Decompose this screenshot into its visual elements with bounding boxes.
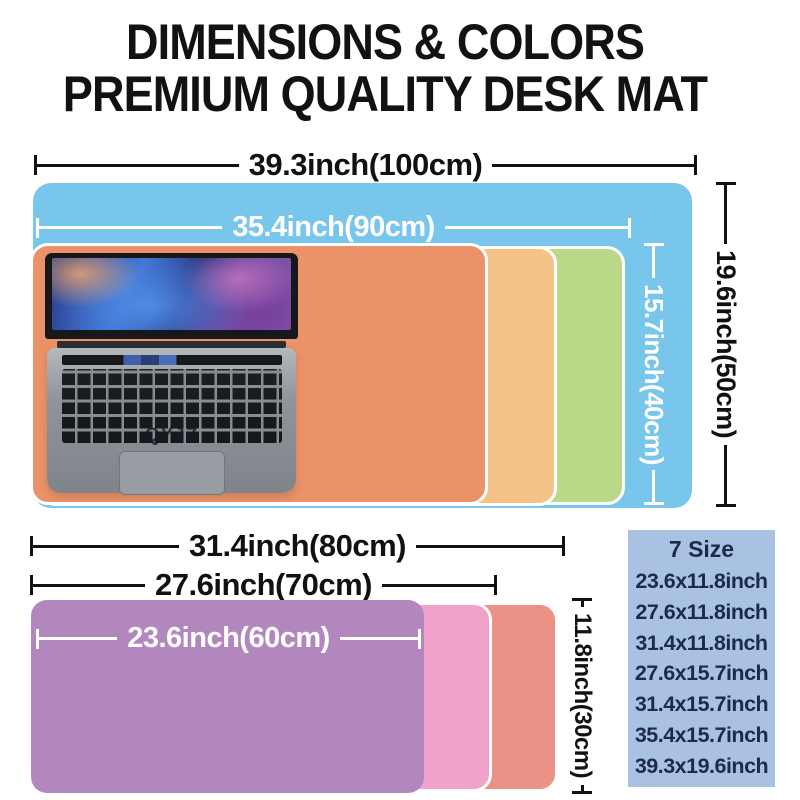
dimension-label: 23.6inch(60cm) [127, 622, 330, 654]
laptop-deck: QYJZ [47, 348, 296, 495]
size-table-title: 7 Size [668, 536, 735, 562]
dimension-line [39, 226, 223, 229]
dimension-purple-mat-width: 23.6inch(60cm) [36, 622, 422, 655]
dimension-line [652, 246, 655, 278]
dimension-tick [34, 155, 37, 175]
dimension-line [382, 583, 494, 587]
dimension-label: 11.8inch(30cm) [569, 613, 596, 779]
dimension-tick [562, 536, 565, 556]
dimension-line [580, 784, 584, 791]
dimension-tick [643, 243, 664, 246]
size-table-row: 39.3x19.6inch [634, 753, 769, 778]
laptop-wallpaper [52, 258, 291, 330]
dimension-line [33, 583, 145, 587]
dimension-line [492, 163, 695, 167]
dimension-tick [494, 575, 497, 595]
dimension-tick [715, 504, 736, 507]
dimension-line [652, 470, 655, 502]
title-line-2: PREMIUM QUALITY DESK MAT [62, 66, 708, 122]
dimension-label: 35.4inch(90cm) [232, 211, 435, 243]
dimension-tick [694, 155, 698, 175]
dimension-row3-width: 27.6inch(70cm) [30, 567, 497, 603]
dimension-tick [418, 628, 422, 649]
dimension-tick [628, 217, 632, 238]
size-table-row: 31.4x15.7inch [634, 692, 769, 717]
dimension-label: 27.6inch(70cm) [155, 567, 373, 602]
dimension-tick [36, 628, 39, 649]
laptop-photo: QYJZ [45, 253, 298, 495]
dimension-line [444, 226, 629, 229]
dimension-label: 31.4inch(80cm) [189, 528, 407, 563]
dimension-tick [30, 575, 33, 595]
laptop-hinge [57, 341, 286, 348]
laptop-trackpad [118, 451, 225, 495]
size-table: 7 Size 23.6x11.8inch 27.6x11.8inch 31.4x… [628, 530, 775, 787]
dimension-line [724, 444, 727, 504]
laptop-touchbar [61, 355, 282, 365]
dimension-line [724, 185, 727, 245]
dimension-tick [715, 182, 736, 185]
dimension-inner-height: 15.7inch(40cm) [638, 243, 669, 505]
dimension-line [416, 544, 562, 548]
dimension-tick [36, 217, 39, 238]
dimension-tick [30, 536, 33, 556]
dimension-line [339, 637, 419, 640]
dimension-label: 39.3inch(100cm) [248, 147, 483, 182]
size-table-row: 27.6x11.8inch [635, 599, 768, 624]
dimension-top-width: 39.3inch(100cm) [34, 147, 698, 183]
dimension-bottom-height: 11.8inch(30cm) [568, 598, 596, 794]
laptop-screen [45, 253, 298, 339]
dimension-line [580, 601, 584, 608]
dimension-row2-width: 31.4inch(80cm) [30, 528, 565, 564]
dimension-right-height: 19.6inch(50cm) [710, 182, 741, 507]
dimension-tick [643, 502, 664, 505]
dimension-blue-mat-width: 35.4inch(90cm) [36, 211, 632, 244]
laptop-watermark: QYJZ [144, 425, 199, 446]
page-title: DIMENSIONS & COLORS PREMIUM QUALITY DESK… [39, 16, 732, 120]
dimension-line [33, 544, 179, 548]
dimension-tick [572, 598, 592, 601]
dimension-line [37, 163, 239, 167]
dimension-label: 19.6inch(50cm) [711, 250, 741, 439]
size-table-row: 23.6x11.8inch [635, 568, 768, 593]
laptop-keyboard: QYJZ [61, 369, 282, 446]
mat-purple-23x11 [31, 600, 424, 793]
dimension-tick [572, 791, 592, 794]
size-table-row: 31.4x11.8inch [635, 630, 768, 655]
title-line-1: DIMENSIONS & COLORS [126, 14, 645, 70]
size-table-row: 35.4x15.7inch [634, 723, 769, 748]
dimension-label: 15.7inch(40cm) [639, 283, 669, 465]
dimension-line [39, 637, 118, 640]
size-table-row: 27.6x15.7inch [634, 661, 769, 686]
